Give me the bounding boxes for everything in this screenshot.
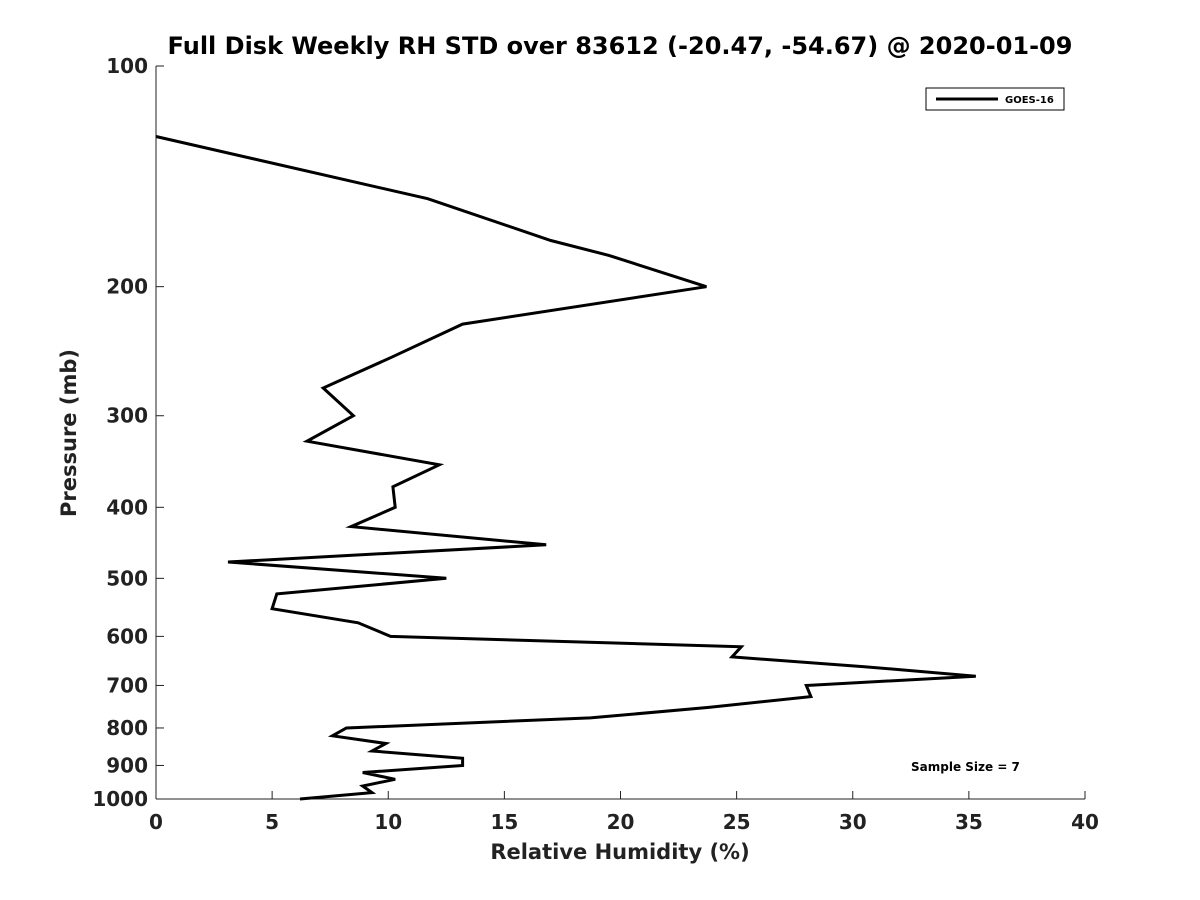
x-tick-label: 20 [607, 810, 635, 834]
x-tick-label: 5 [265, 810, 279, 834]
y-axis-label: Pressure (mb) [57, 349, 81, 517]
x-tick-label: 10 [374, 810, 402, 834]
y-tick-label: 900 [106, 753, 148, 777]
y-tick-label: 700 [106, 673, 148, 697]
y-tick-label: 300 [106, 404, 148, 428]
sample-size-annotation: Sample Size = 7 [911, 760, 1020, 774]
x-tick-label: 35 [955, 810, 983, 834]
y-tick-label: 400 [106, 495, 148, 519]
y-tick-label: 1000 [92, 787, 148, 811]
x-axis-ticks: 0 5 10 15 20 25 30 35 40 [149, 791, 1099, 834]
plot-area [156, 66, 1085, 799]
series-layer [155, 135, 976, 801]
y-axis-ticks: 100 200 300 400 500 600 700 800 900 1000 [92, 54, 164, 811]
y-tick-label: 500 [106, 566, 148, 590]
y-tick-label: 600 [106, 624, 148, 648]
x-tick-label: 25 [723, 810, 751, 834]
y-tick-label: 800 [106, 716, 148, 740]
y-tick-label: 100 [106, 54, 148, 78]
y-tick-label: 200 [106, 275, 148, 299]
x-axis-label: Relative Humidity (%) [490, 840, 749, 864]
legend-label-goes-16: GOES-16 [1005, 95, 1054, 106]
x-tick-label: 0 [149, 810, 163, 834]
chart-title: Full Disk Weekly RH STD over 83612 (-20.… [168, 32, 1073, 60]
x-tick-label: 15 [490, 810, 518, 834]
series-line-goes-16 [155, 135, 976, 801]
x-tick-label: 40 [1071, 810, 1099, 834]
x-tick-label: 30 [839, 810, 867, 834]
legend: GOES-16 [925, 87, 1065, 111]
